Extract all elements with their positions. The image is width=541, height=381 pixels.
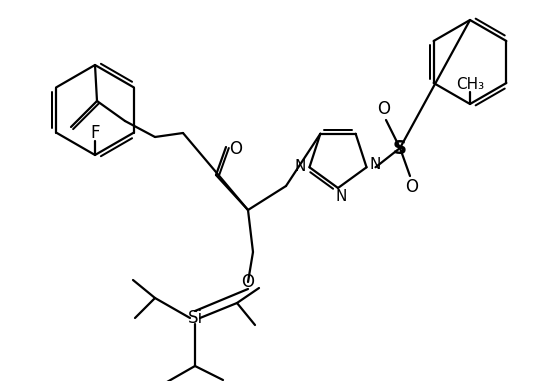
Text: O: O (229, 140, 242, 158)
Text: N: N (370, 157, 381, 172)
Text: Si: Si (187, 309, 202, 327)
Text: O: O (378, 100, 391, 118)
Text: O: O (406, 178, 419, 196)
Text: S: S (393, 139, 407, 157)
Text: N: N (335, 189, 347, 203)
Text: CH₃: CH₃ (456, 77, 484, 91)
Text: O: O (241, 273, 254, 291)
Text: N: N (295, 159, 306, 174)
Text: F: F (90, 124, 100, 142)
